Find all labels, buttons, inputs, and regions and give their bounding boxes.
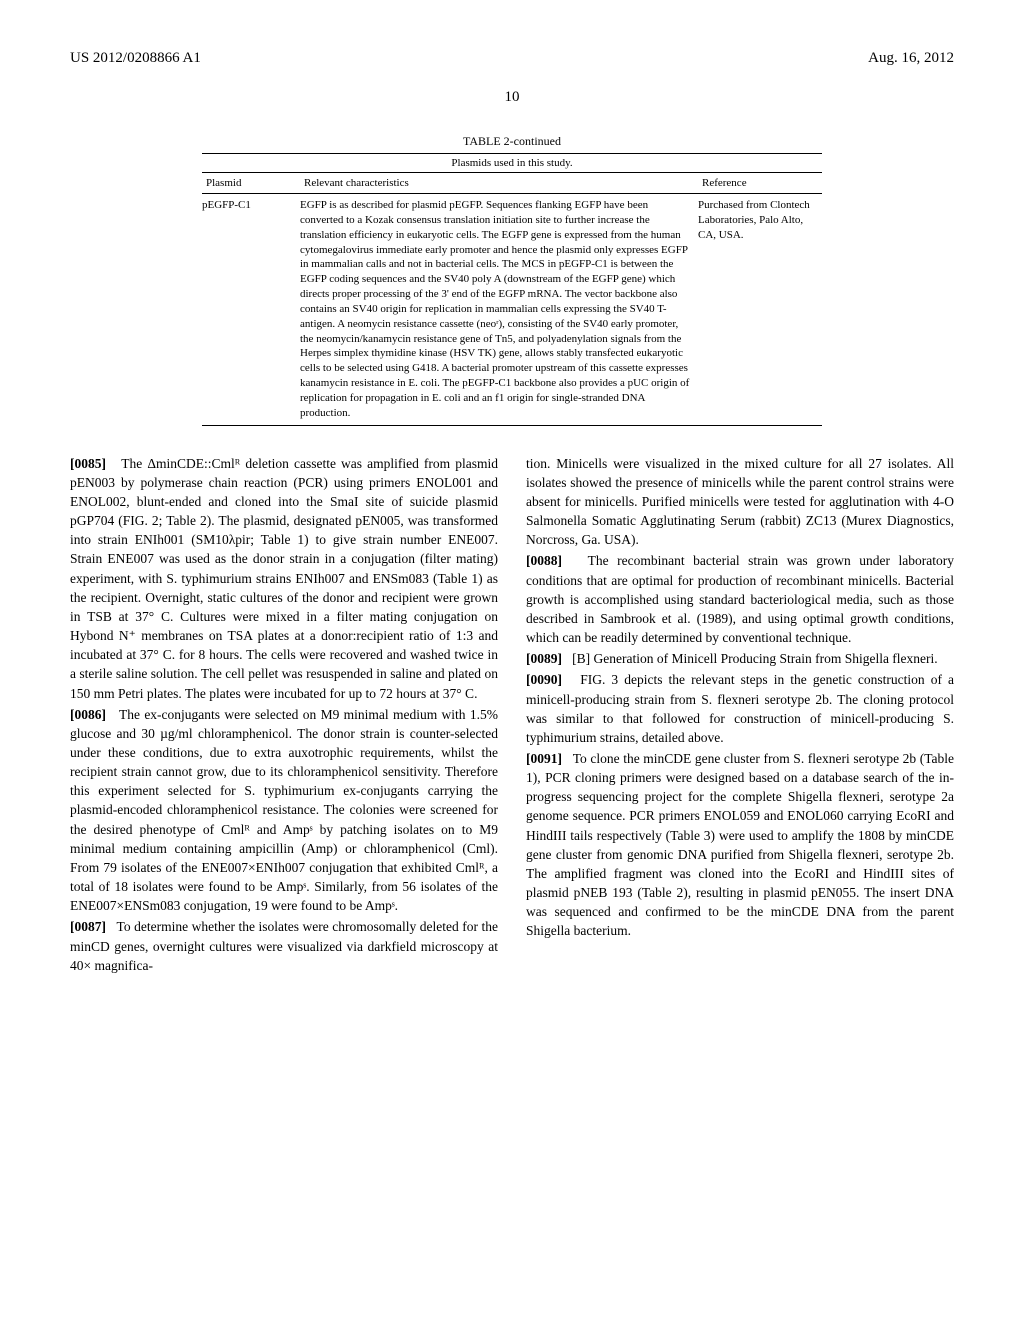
paragraph-0091: [0091] To clone the minCDE gene cluster … <box>526 749 954 941</box>
table-row: pEGFP-C1 EGFP is as described for plasmi… <box>202 194 822 425</box>
para-number: [0086] <box>70 707 106 722</box>
paragraph-0089: [0089] [B] Generation of Minicell Produc… <box>526 649 954 668</box>
page-number: 10 <box>70 89 954 106</box>
table-2-continued: TABLE 2-continued Plasmids used in this … <box>202 134 822 426</box>
para-text: To determine whether the isolates were c… <box>70 919 498 972</box>
paragraph-0086: [0086] The ex-conjugants were selected o… <box>70 705 498 916</box>
cell-characteristics: EGFP is as described for plasmid pEGFP. … <box>300 194 698 425</box>
table-subtitle: Plasmids used in this study. <box>202 153 822 172</box>
para-number: [0090] <box>526 672 562 687</box>
para-text: To clone the minCDE gene cluster from S.… <box>526 751 954 938</box>
para-number: [0087] <box>70 919 106 934</box>
plasmid-table: Plasmid Relevant characteristics Referen… <box>202 172 822 425</box>
para-text: The ΔminCDE::Cmlᴿ deletion cassette was … <box>70 456 498 701</box>
paragraph-cont: tion. Minicells were visualized in the m… <box>526 454 954 550</box>
cell-reference: Purchased from Clontech Laboratories, Pa… <box>698 194 822 425</box>
para-text: [B] Generation of Minicell Producing Str… <box>572 651 938 666</box>
para-number: [0089] <box>526 651 562 666</box>
col-reference: Reference <box>698 173 822 194</box>
para-text: tion. Minicells were visualized in the m… <box>526 456 954 548</box>
para-number: [0088] <box>526 553 562 568</box>
pub-date: Aug. 16, 2012 <box>868 50 954 67</box>
right-column: tion. Minicells were visualized in the m… <box>526 454 954 977</box>
paragraph-0087: [0087] To determine whether the isolates… <box>70 917 498 974</box>
paragraph-0088: [0088] The recombinant bacterial strain … <box>526 551 954 647</box>
table-bottom-rule <box>202 425 822 426</box>
para-number: [0085] <box>70 456 106 471</box>
col-plasmid: Plasmid <box>202 173 300 194</box>
col-characteristics: Relevant characteristics <box>300 173 698 194</box>
table-title: TABLE 2-continued <box>202 134 822 149</box>
cell-plasmid: pEGFP-C1 <box>202 194 300 425</box>
para-text: The recombinant bacterial strain was gro… <box>526 553 954 645</box>
paragraph-0085: [0085] The ΔminCDE::Cmlᴿ deletion casset… <box>70 454 498 703</box>
para-number: [0091] <box>526 751 562 766</box>
paragraph-0090: [0090] FIG. 3 depicts the relevant steps… <box>526 670 954 747</box>
two-column-text: [0085] The ΔminCDE::Cmlᴿ deletion casset… <box>70 454 954 977</box>
page-header: US 2012/0208866 A1 Aug. 16, 2012 <box>70 50 954 67</box>
left-column: [0085] The ΔminCDE::Cmlᴿ deletion casset… <box>70 454 498 977</box>
para-text: The ex-conjugants were selected on M9 mi… <box>70 707 498 914</box>
para-text: FIG. 3 depicts the relevant steps in the… <box>526 672 954 744</box>
pub-number: US 2012/0208866 A1 <box>70 50 201 67</box>
